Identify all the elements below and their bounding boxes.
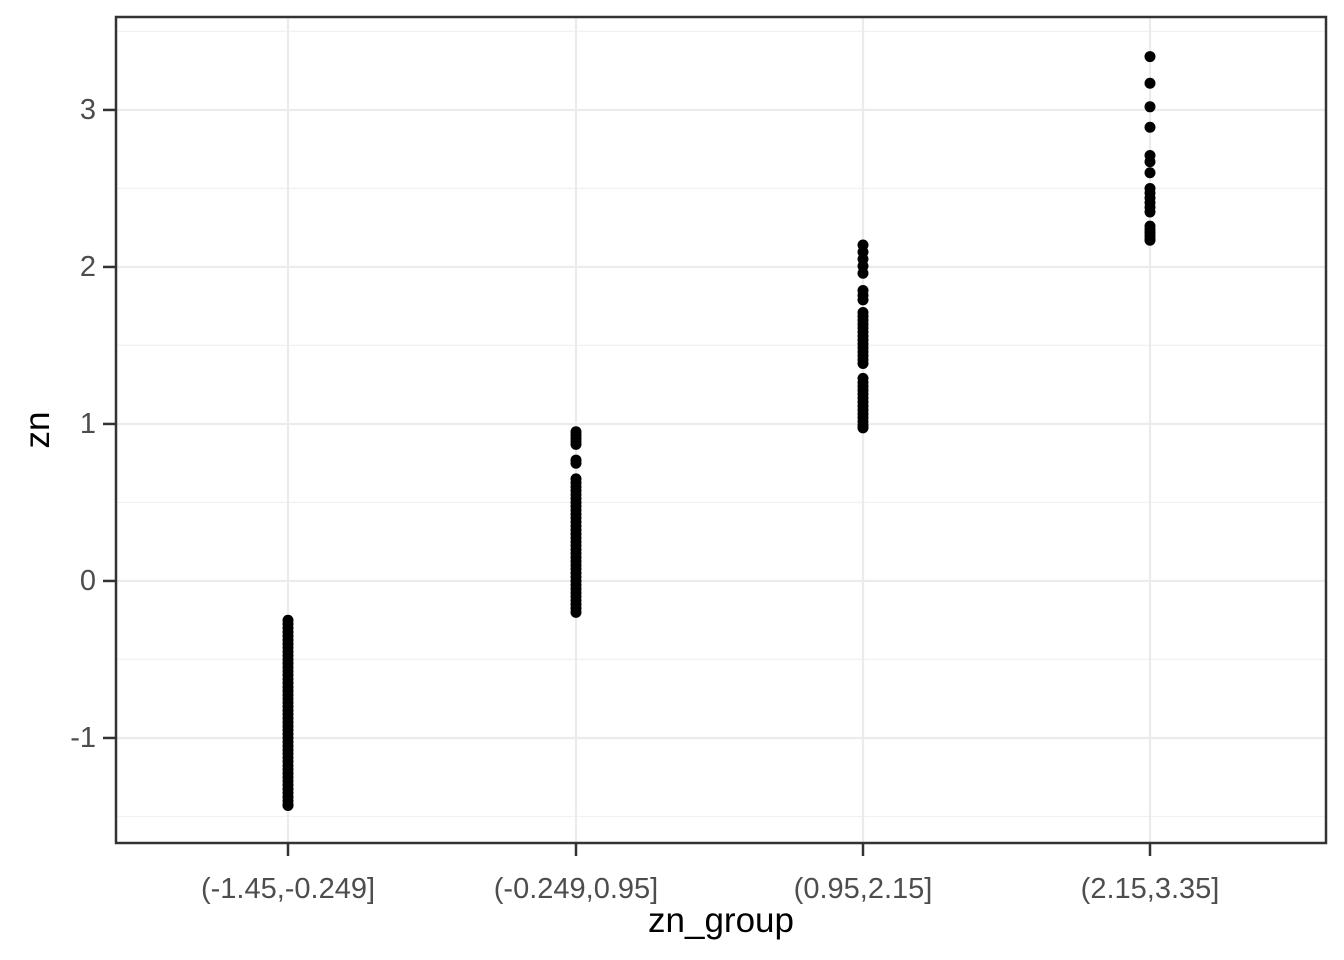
panel-border xyxy=(114,15,1328,845)
data-point xyxy=(1144,101,1156,113)
data-point xyxy=(1144,51,1156,63)
x-tick-label: (0.95,2.15] xyxy=(793,873,933,905)
data-point xyxy=(1144,156,1156,168)
data-point xyxy=(570,438,582,450)
data-point xyxy=(570,457,582,469)
y-tick-label: 2 xyxy=(79,250,96,283)
data-point xyxy=(857,267,869,279)
data-point xyxy=(1144,167,1156,179)
y-tick-label: 1 xyxy=(79,407,96,440)
data-point xyxy=(570,606,582,618)
x-tick-label: (2.15,3.35] xyxy=(1080,873,1220,905)
data-point xyxy=(1144,121,1156,133)
x-axis-title: zn_group xyxy=(648,901,794,940)
data-point xyxy=(1144,234,1156,246)
data-point xyxy=(857,422,869,434)
y-tick-label: -1 xyxy=(70,721,96,754)
data-point xyxy=(857,294,869,306)
plot-panel xyxy=(116,17,1326,843)
data-point xyxy=(1144,77,1156,89)
data-point xyxy=(857,358,869,370)
data-point xyxy=(1144,206,1156,218)
y-tick-label: 3 xyxy=(79,93,96,126)
x-tick-label: (-0.249,0.95] xyxy=(493,873,659,905)
y-tick-label: 0 xyxy=(79,564,96,597)
x-tick-label: (-1.45,-0.249] xyxy=(200,873,376,905)
data-point xyxy=(282,799,294,811)
y-axis-title: zn xyxy=(18,411,57,449)
